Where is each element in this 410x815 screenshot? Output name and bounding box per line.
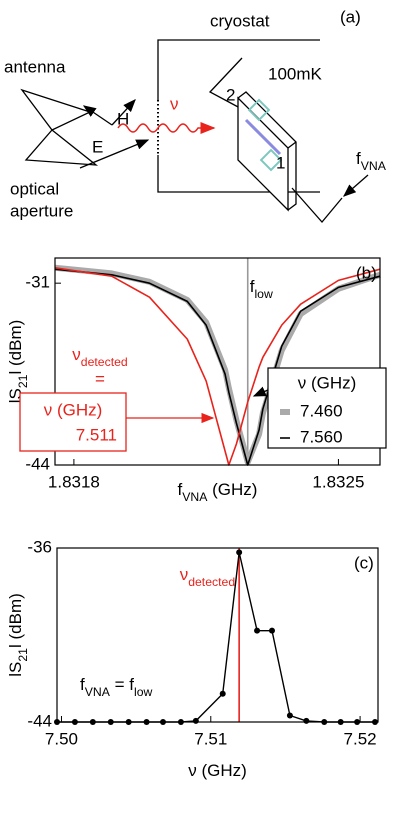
chip-side — [237, 91, 297, 211]
feedline — [244, 118, 282, 156]
detected-box-title: ν (GHz) — [44, 400, 103, 419]
x-tick-label: 7.50 — [45, 729, 78, 748]
y-tick-label: -44 — [27, 711, 52, 730]
y-tick-label: -44 — [25, 454, 50, 473]
text-part: ν (GHz) — [188, 761, 247, 780]
y-tick-label: -36 — [27, 537, 52, 556]
x-axis-label: fVNA (GHz) — [178, 480, 258, 504]
curve — [54, 266, 381, 466]
y-axis-label: lS21l (dBm) — [6, 593, 30, 677]
data-point — [219, 690, 226, 697]
text-part: low — [254, 287, 273, 301]
port2-line — [208, 57, 243, 109]
y-tick-label: -31 — [25, 273, 50, 292]
e-arrow — [111, 99, 136, 126]
legend-label: 7.560 — [300, 427, 343, 446]
h-label: H — [117, 109, 129, 128]
x-tick-label: 1.8318 — [48, 472, 100, 491]
nu-label: ν — [170, 94, 179, 113]
fvna-arrow — [343, 174, 369, 197]
legend-frame — [267, 367, 387, 449]
data-point — [254, 627, 261, 634]
plot-frame — [56, 547, 379, 723]
antenna-icon — [20, 88, 99, 166]
y-axis-label: lS21l (dBm) — [6, 320, 30, 404]
port1-label: 1 — [276, 153, 285, 172]
fvna-label: fVNA — [356, 149, 387, 173]
text-part: = f — [110, 675, 134, 694]
panel: -36 -447.50 7.51 7.52 ν (GHz) lS21l (dBm) (c) ν… — [6, 537, 379, 780]
text-part: 21 — [16, 374, 30, 388]
text-part: detected — [188, 575, 235, 589]
resonator — [247, 98, 271, 122]
reference-label: flow — [250, 277, 273, 301]
data-point — [268, 627, 275, 634]
legend-label: 7.460 — [300, 401, 343, 420]
text-part: f — [250, 277, 255, 296]
reference-label: νdetected — [180, 565, 236, 589]
plot-frame — [54, 257, 381, 466]
text-part: f — [178, 480, 183, 499]
cryostat-wall — [157, 39, 320, 193]
legend-title: ν (GHz) — [298, 373, 357, 392]
e-label: E — [92, 137, 103, 156]
antenna-label: antenna — [4, 57, 66, 76]
text-part: VNA — [85, 685, 111, 699]
equals-label: = — [95, 369, 105, 388]
text-part: VNA — [361, 159, 387, 173]
port2-label: 2 — [226, 85, 235, 104]
text-part: f — [356, 149, 361, 168]
resonator — [259, 148, 283, 172]
data-point — [286, 712, 293, 719]
x-axis-label: ν (GHz) — [188, 761, 247, 780]
text-part: l (dBm) — [6, 320, 25, 375]
legend: ν (GHz) 7.460 7.560 — [267, 367, 387, 449]
diagram: (a) cryostat antenna H E ν optical apert… — [4, 7, 387, 223]
panel-label: (c) — [354, 553, 374, 572]
text-part: detected — [81, 355, 128, 369]
x-tick-label: 7.52 — [344, 729, 377, 748]
x-tick-label: 1.8325 — [312, 472, 364, 491]
cryostat-label: cryostat — [210, 11, 270, 30]
text-part: 21 — [16, 648, 30, 662]
h-arrow — [82, 105, 113, 126]
data-point — [192, 717, 199, 724]
text-part: lS — [6, 662, 25, 677]
detected-label: νdetected — [72, 345, 128, 369]
annotation: fVNA = flow — [80, 675, 153, 699]
data-point — [303, 717, 310, 724]
text-part: VNA — [182, 490, 208, 504]
legend-arrow — [252, 386, 269, 397]
aperture-label: optical — [10, 179, 59, 198]
curve — [54, 268, 381, 466]
aperture-arrow — [79, 139, 150, 169]
panel-label: (b) — [356, 263, 377, 282]
text-part: (GHz) — [207, 480, 257, 499]
wave — [117, 122, 216, 134]
aperture-label: aperture — [10, 201, 73, 220]
x-tick-label: 7.51 — [194, 729, 227, 748]
text-part: l (dBm) — [6, 593, 25, 648]
detected-value: 7.511 — [76, 425, 117, 444]
text-part: f — [80, 675, 85, 694]
text-part: ν — [72, 345, 81, 364]
text-part: ν — [180, 565, 189, 584]
port1-line — [291, 187, 343, 223]
temperature-label: 100mK — [268, 64, 323, 83]
data-point — [236, 549, 243, 556]
panel-label: (a) — [340, 7, 361, 26]
detected-box — [19, 392, 127, 452]
text-part: low — [134, 685, 153, 699]
